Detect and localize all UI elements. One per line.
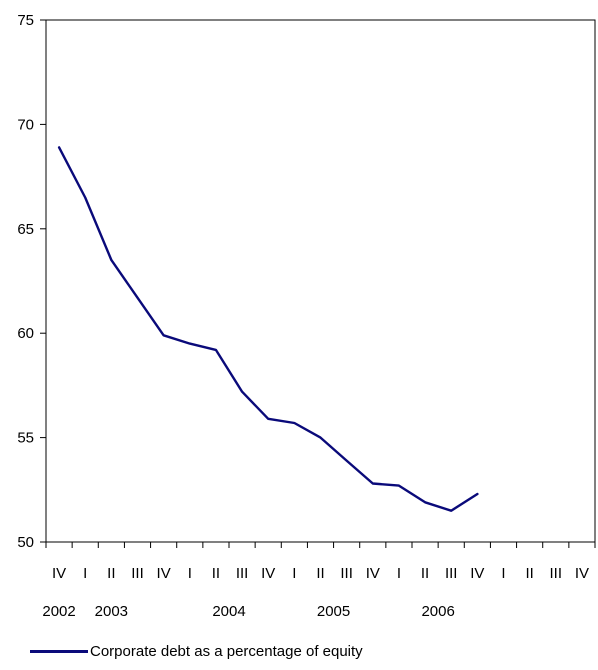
data-point bbox=[241, 390, 243, 393]
x-tick-label: II bbox=[421, 565, 429, 582]
data-point bbox=[450, 509, 453, 512]
y-axis: 50 55 60 65 70 75 bbox=[17, 12, 46, 551]
x-tick-label: I bbox=[397, 565, 401, 582]
year-label: 2004 bbox=[212, 603, 245, 620]
legend-label: Corporate debt as a percentage of equity bbox=[90, 642, 363, 660]
x-tick-label: III bbox=[340, 565, 353, 582]
series-line bbox=[57, 146, 479, 512]
x-tick-label: I bbox=[83, 565, 87, 582]
y-tick-label: 55 bbox=[17, 430, 34, 447]
data-point bbox=[319, 436, 322, 439]
x-tick-label: III bbox=[550, 565, 563, 582]
x-tick-label: IV bbox=[575, 565, 589, 582]
x-tick-label: II bbox=[212, 565, 220, 582]
data-point bbox=[84, 196, 87, 199]
y-tick-label: 50 bbox=[17, 534, 34, 551]
x-tick-label: IV bbox=[157, 565, 171, 582]
data-point bbox=[162, 334, 165, 337]
series-layer bbox=[57, 146, 479, 512]
x-tick-label: I bbox=[501, 565, 505, 582]
x-tick-label: IV bbox=[261, 565, 275, 582]
x-tick-label: IV bbox=[366, 565, 380, 582]
x-tick-label: III bbox=[445, 565, 458, 582]
plot-area bbox=[45, 19, 596, 543]
data-point bbox=[371, 482, 374, 485]
x-tick-label: II bbox=[525, 565, 533, 582]
y-tick-label: 65 bbox=[17, 221, 34, 238]
y-tick-label: 60 bbox=[17, 325, 34, 342]
data-point bbox=[293, 422, 296, 424]
x-tick-label: IV bbox=[52, 565, 66, 582]
x-tick-label: I bbox=[292, 565, 296, 582]
x-tick-label: III bbox=[236, 565, 249, 582]
data-point bbox=[136, 296, 139, 299]
data-point bbox=[267, 418, 270, 420]
data-point bbox=[188, 342, 191, 345]
data-point bbox=[398, 484, 400, 487]
y-tick-label: 75 bbox=[17, 12, 34, 29]
data-point bbox=[58, 146, 60, 149]
legend: Corporate debt as a percentage of equity bbox=[30, 638, 363, 664]
year-labels: 2002 2003 2004 2005 2006 bbox=[42, 603, 454, 620]
data-point bbox=[345, 459, 348, 462]
year-label: 2002 bbox=[42, 603, 75, 620]
data-point bbox=[215, 349, 217, 351]
x-tick-label: I bbox=[188, 565, 192, 582]
x-tick-label: III bbox=[131, 565, 144, 582]
year-label: 2006 bbox=[421, 603, 454, 620]
data-point bbox=[110, 259, 113, 261]
legend-swatch bbox=[30, 649, 88, 653]
x-axis: IV I II III IV I II III IV I II III IV I II III IV I II III… bbox=[45, 542, 596, 582]
data-point bbox=[476, 493, 479, 495]
x-tick-label: II bbox=[316, 565, 324, 582]
year-label: 2003 bbox=[95, 603, 128, 620]
x-tick-label: IV bbox=[470, 565, 484, 582]
data-point bbox=[424, 501, 426, 504]
x-tick-label: II bbox=[107, 565, 115, 582]
year-label: 2005 bbox=[317, 603, 350, 620]
y-tick-label: 70 bbox=[17, 116, 34, 133]
